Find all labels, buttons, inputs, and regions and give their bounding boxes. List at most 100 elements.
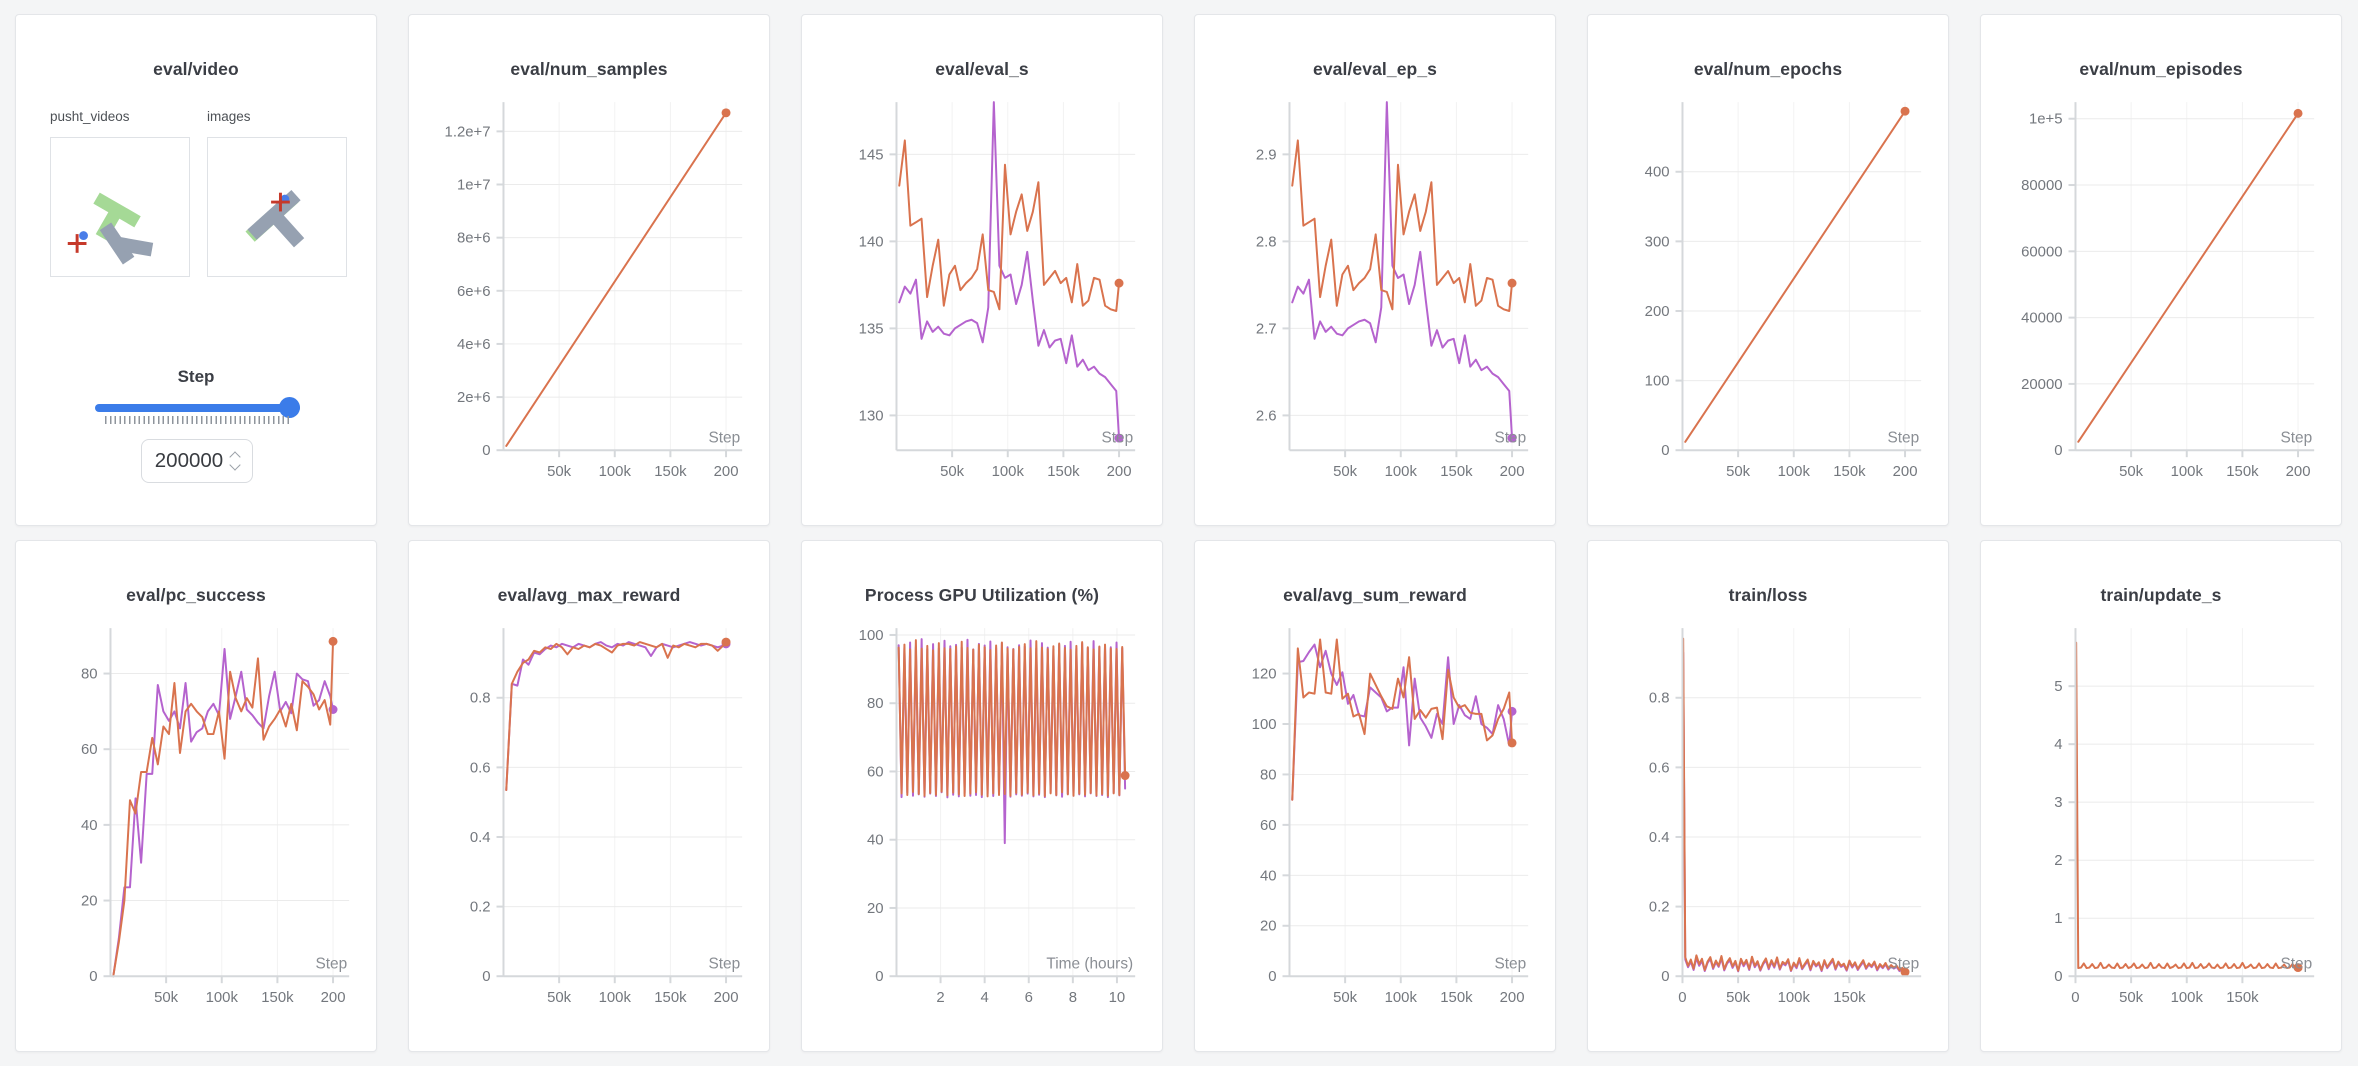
svg-text:1: 1 — [2054, 911, 2062, 927]
panel-title: eval/video — [153, 59, 239, 79]
svg-text:130: 130 — [859, 408, 884, 424]
svg-text:8e+6: 8e+6 — [457, 231, 491, 247]
chart-title: eval/avg_max_reward — [497, 585, 681, 605]
svg-text:100k: 100k — [599, 464, 632, 480]
svg-text:0.2: 0.2 — [470, 900, 491, 916]
svg-text:150k: 150k — [1047, 464, 1080, 480]
panel-eval-num-samples: eval/num_samples 0 2e+6 4e+6 6e+6 8e+6 1e+7 1.… — [408, 14, 770, 526]
svg-text:20: 20 — [1260, 919, 1277, 935]
step-down-icon[interactable] — [229, 459, 241, 471]
svg-text:40: 40 — [1260, 868, 1277, 884]
svg-text:50k: 50k — [2119, 464, 2144, 480]
svg-text:60000: 60000 — [2021, 244, 2062, 260]
svg-text:Step: Step — [1494, 429, 1526, 446]
svg-text:1.2e+7: 1.2e+7 — [445, 124, 491, 140]
svg-text:100k: 100k — [1778, 990, 1811, 1006]
step-slider-thumb[interactable] — [279, 397, 300, 418]
svg-text:200: 200 — [1645, 304, 1670, 320]
svg-text:100: 100 — [1645, 374, 1670, 390]
chart-title: train/update_s — [2100, 585, 2222, 605]
svg-text:80: 80 — [81, 667, 98, 683]
svg-text:150k: 150k — [1440, 464, 1473, 480]
panel-eval-num-epochs: eval/num_epochs 0 100 200 300 400 50k 100k 150k… — [1587, 14, 1949, 526]
svg-text:2e+6: 2e+6 — [457, 390, 491, 406]
svg-text:150k: 150k — [2226, 464, 2259, 480]
step-slider-track[interactable] — [95, 404, 300, 412]
svg-text:6: 6 — [1025, 990, 1033, 1006]
svg-text:2: 2 — [2054, 853, 2062, 869]
panel-train-loss: train/loss 0 0.2 0.4 0.6 0.8 0 50k 100k 150k Step — [1587, 540, 1949, 1052]
panel-eval-eval-ep-s: eval/eval_ep_s 2.6 2.7 2.8 2.9 50k 100k 150k 20… — [1194, 14, 1556, 526]
svg-text:Step: Step — [708, 429, 740, 446]
svg-text:150k: 150k — [654, 990, 687, 1006]
svg-text:145: 145 — [859, 147, 884, 163]
panel-eval-avg-max-reward: eval/avg_max_reward 0 0.2 0.4 0.6 0.8 50k 100k… — [408, 540, 770, 1052]
svg-text:200: 200 — [2286, 464, 2311, 480]
svg-text:4e+6: 4e+6 — [457, 337, 491, 353]
chart-title: Process GPU Utilization (%) — [864, 585, 1100, 605]
svg-text:0: 0 — [482, 443, 490, 459]
svg-text:100k: 100k — [599, 990, 632, 1006]
svg-text:50k: 50k — [2119, 990, 2144, 1006]
svg-text:4: 4 — [981, 990, 989, 1006]
media-thumbnail-images[interactable] — [207, 137, 347, 277]
chart-eval-avg-max-reward[interactable]: 0 0.2 0.4 0.6 0.8 50k 100k 150k 200 Step — [409, 617, 769, 1053]
svg-text:0: 0 — [89, 969, 97, 985]
svg-text:0.4: 0.4 — [470, 830, 491, 846]
svg-text:0: 0 — [1661, 969, 1669, 985]
svg-text:1e+5: 1e+5 — [2029, 112, 2063, 128]
svg-text:20000: 20000 — [2021, 377, 2062, 393]
svg-text:50k: 50k — [940, 464, 965, 480]
svg-text:200: 200 — [1500, 464, 1525, 480]
panel-eval-num-episodes: eval/num_episodes 0 20000 40000 60000 80000 1… — [1980, 14, 2342, 526]
chart-eval-num-samples[interactable]: 0 2e+6 4e+6 6e+6 8e+6 1e+7 1.2e+7 50k 100k 150k 20… — [409, 91, 769, 527]
svg-text:0.2: 0.2 — [1649, 900, 1670, 916]
chart-eval-eval-ep-s[interactable]: 2.6 2.7 2.8 2.9 50k 100k 150k 200 Step — [1195, 91, 1555, 527]
svg-text:5: 5 — [2054, 679, 2062, 695]
media-thumbnail-pusht-videos[interactable] — [50, 137, 190, 277]
chart-train-update-s[interactable]: 0 1 2 3 4 5 0 50k 100k 150k Step — [1981, 617, 2341, 1053]
svg-text:0.6: 0.6 — [1649, 760, 1670, 776]
svg-text:2.6: 2.6 — [1256, 408, 1277, 424]
chart-eval-eval-s[interactable]: 130 135 140 145 50k 100k 150k 200 Step — [802, 91, 1162, 527]
chart-process-gpu-utilization[interactable]: 0 20 40 60 80 100 2 4 6 8 10 Time (hours) — [802, 617, 1162, 1053]
svg-text:8: 8 — [1069, 990, 1077, 1006]
stepper-arrows[interactable] — [229, 451, 241, 471]
svg-text:0: 0 — [482, 969, 490, 985]
step-number-input[interactable]: 200000 — [141, 439, 253, 483]
svg-text:0.8: 0.8 — [1649, 691, 1670, 707]
svg-text:50k: 50k — [1726, 990, 1751, 1006]
step-slider-ticks — [105, 416, 292, 424]
chart-title: eval/num_epochs — [1693, 59, 1843, 79]
svg-text:0.4: 0.4 — [1649, 830, 1670, 846]
svg-text:Step: Step — [1101, 429, 1133, 446]
svg-text:200: 200 — [1107, 464, 1132, 480]
svg-text:100k: 100k — [2171, 464, 2204, 480]
chart-eval-pc-success[interactable]: 0 20 40 60 80 50k 100k 150k 200 Step — [16, 617, 376, 1053]
svg-text:140: 140 — [859, 234, 884, 250]
svg-text:2.8: 2.8 — [1256, 234, 1277, 250]
chart-eval-avg-sum-reward[interactable]: 0 20 40 60 80 100 120 50k 100k 150k 200 Step — [1195, 617, 1555, 1053]
chart-title: eval/pc_success — [126, 585, 266, 605]
chart-eval-num-episodes[interactable]: 0 20000 40000 60000 80000 1e+5 50k 100k 150k 200 S… — [1981, 91, 2341, 527]
svg-text:150k: 150k — [654, 464, 687, 480]
pusht-image-frame — [245, 189, 305, 248]
chart-train-loss[interactable]: 0 0.2 0.4 0.6 0.8 0 50k 100k 150k Step — [1588, 617, 1948, 1053]
svg-text:2.9: 2.9 — [1256, 147, 1277, 163]
panel-eval-video: eval/video pusht_videos images — [15, 14, 377, 526]
svg-text:135: 135 — [859, 321, 884, 337]
svg-text:20: 20 — [81, 894, 98, 910]
svg-text:100k: 100k — [1385, 464, 1418, 480]
svg-text:60: 60 — [81, 742, 98, 758]
object-tee-shape — [247, 189, 305, 248]
svg-text:Step: Step — [2280, 429, 2312, 446]
svg-text:2: 2 — [936, 990, 944, 1006]
svg-text:100k: 100k — [992, 464, 1025, 480]
svg-text:Step: Step — [1887, 429, 1919, 446]
chart-title: eval/num_samples — [510, 59, 668, 79]
chart-eval-num-epochs[interactable]: 0 100 200 300 400 50k 100k 150k 200 Step — [1588, 91, 1948, 527]
svg-text:1e+7: 1e+7 — [457, 177, 491, 193]
svg-text:Step: Step — [1887, 955, 1919, 972]
svg-text:0: 0 — [2071, 990, 2079, 1006]
